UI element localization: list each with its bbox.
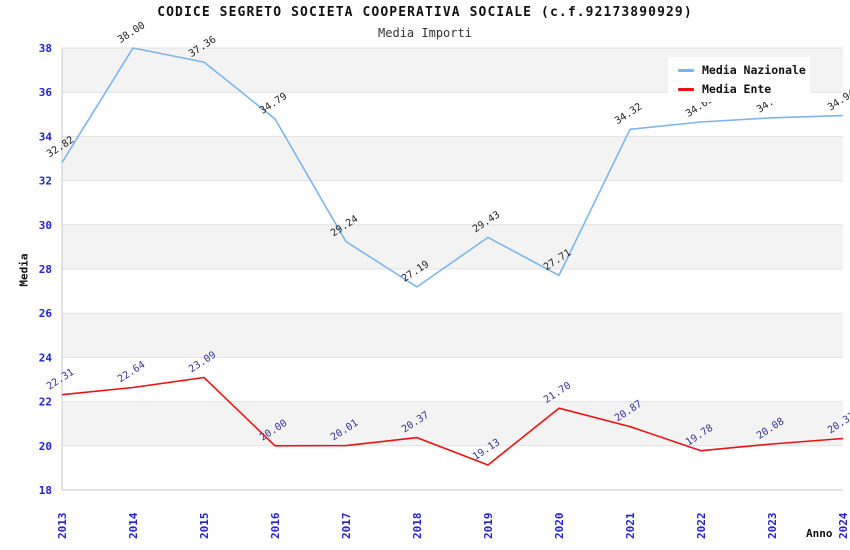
legend: Media Nazionale Media Ente xyxy=(668,57,810,102)
x-tick-label: 2022 xyxy=(695,513,708,540)
y-tick-label: 28 xyxy=(39,263,52,276)
x-tick-label: 2015 xyxy=(198,513,211,540)
series-line-media-nazionale xyxy=(61,47,844,288)
grid-band xyxy=(62,401,843,446)
y-tick-label: 20 xyxy=(39,440,52,453)
y-tick-label: 32 xyxy=(39,175,52,188)
legend-marker-ente-icon xyxy=(678,87,694,91)
data-label: 38.00 xyxy=(116,20,147,46)
x-tick-label: 2024 xyxy=(837,512,850,539)
x-tick-label: 2014 xyxy=(127,512,140,539)
data-label: 34.32 xyxy=(613,101,644,127)
y-tick-label: 18 xyxy=(39,484,52,497)
legend-item-media-nazionale[interactable]: Media Nazionale xyxy=(678,63,806,77)
legend-label: Media Nazionale xyxy=(702,63,806,77)
legend-item-media-ente[interactable]: Media Ente xyxy=(678,82,800,96)
data-label: 22.64 xyxy=(116,360,147,386)
x-tick-label: 2023 xyxy=(766,513,779,540)
y-tick-label: 38 xyxy=(39,42,52,55)
y-tick-label: 36 xyxy=(39,86,53,99)
x-tick-label: 2019 xyxy=(482,513,495,540)
y-tick-label: 22 xyxy=(39,396,52,409)
chart-title: CODICE SEGRETO SOCIETA COOPERATIVA SOCIA… xyxy=(157,5,693,20)
x-tick-label: 2013 xyxy=(56,513,69,540)
y-axis-title: Media xyxy=(17,253,31,287)
data-label: 22.31 xyxy=(45,367,76,393)
y-tick-label: 30 xyxy=(39,219,52,232)
data-label: 34.79 xyxy=(258,91,289,117)
x-tick-label: 2020 xyxy=(553,513,566,540)
x-axis-title: Anno xyxy=(806,527,833,540)
y-tick-label: 24 xyxy=(39,351,53,364)
series-line-media-ente xyxy=(61,376,844,466)
grid-band xyxy=(62,136,843,181)
x-tick-label: 2017 xyxy=(340,513,353,540)
x-tick-label: 2021 xyxy=(624,512,637,539)
grid-band xyxy=(62,313,843,358)
x-tick-label: 2018 xyxy=(411,513,424,540)
chart-subtitle: Media Importi xyxy=(378,26,472,40)
y-tick-label: 34 xyxy=(39,130,53,143)
y-tick-label: 26 xyxy=(39,307,53,320)
legend-label: Media Ente xyxy=(702,82,772,96)
x-tick-label: 2016 xyxy=(269,512,282,539)
legend-marker-nazionale-icon xyxy=(678,68,694,72)
